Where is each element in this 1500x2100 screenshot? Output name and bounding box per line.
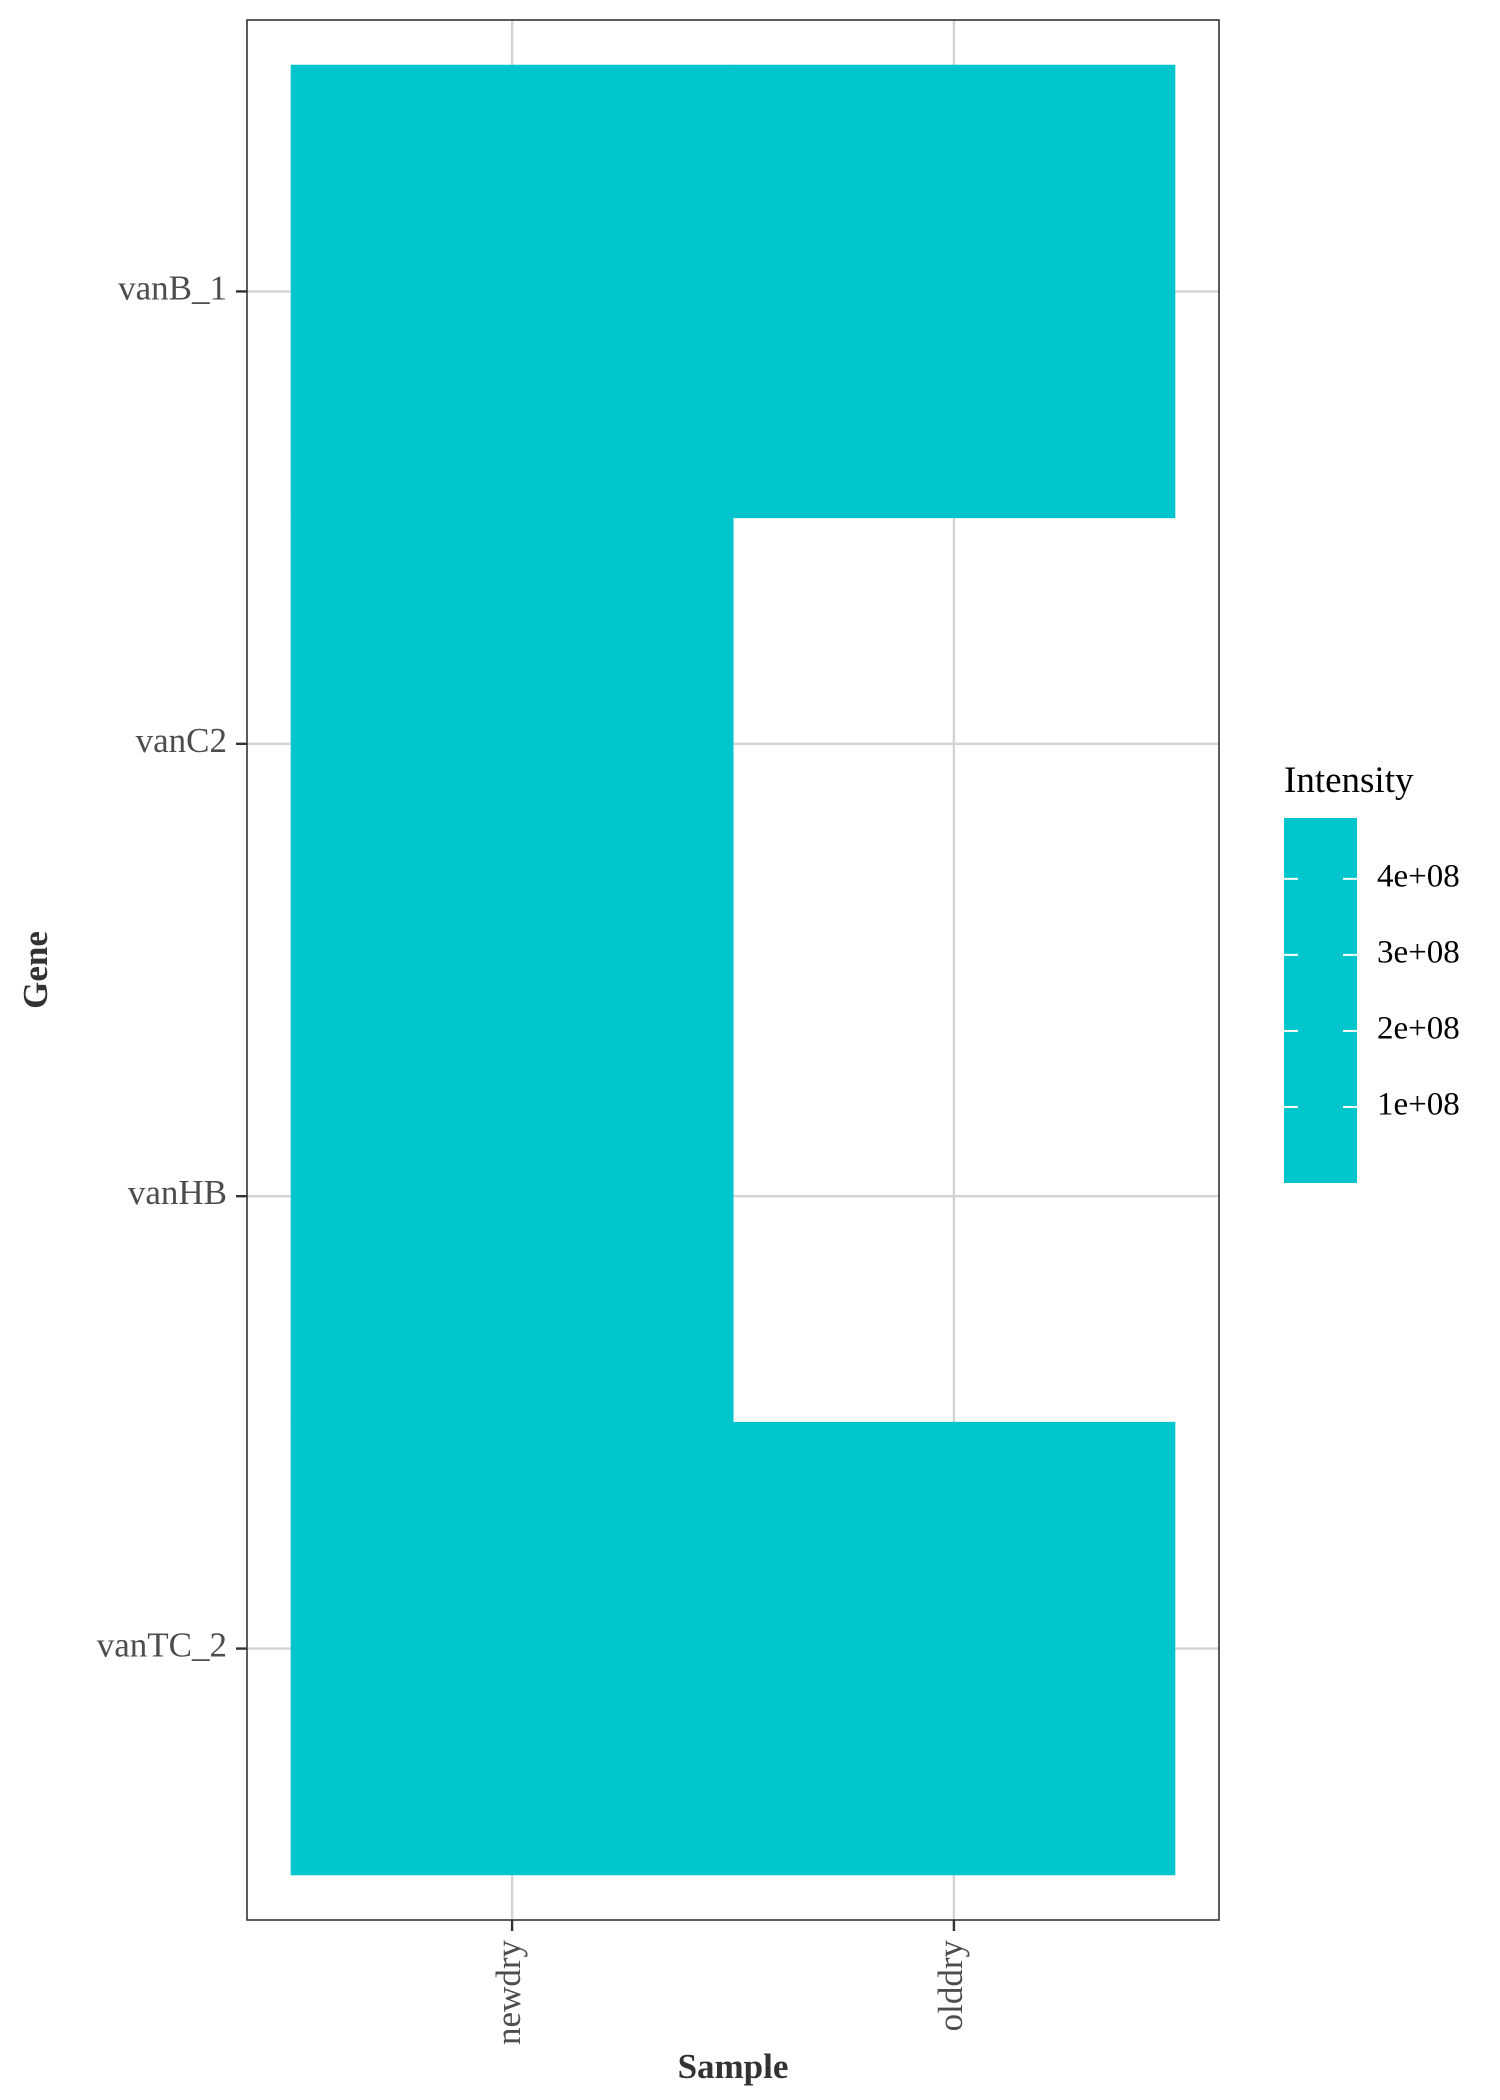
legend-tick-label-2: 2e+08 (1377, 1010, 1460, 1046)
legend-tick-label-0: 4e+08 (1377, 858, 1460, 894)
x-tick-label-olddry: olddry (931, 1940, 970, 2032)
y-axis: vanB_1 vanC2 vanHB vanTC_2 (97, 268, 247, 1665)
heatmap-cell-newdry-vanB_1 (290, 64, 734, 519)
heatmap-cell-olddry-vanTC_2 (732, 1421, 1176, 1876)
heatmap-cell-newdry-vanHB (290, 969, 734, 1423)
panel-border (246, 19, 1220, 1921)
heatmap-cell-olddry-vanB_1 (732, 64, 1176, 519)
legend-title: Intensity (1284, 760, 1414, 801)
legend: Intensity 4e+08 3e+08 2e+08 1e+08 (1284, 760, 1460, 1183)
x-tick-label-newdry: newdry (489, 1940, 528, 2045)
y-tick-label-vanC2: vanC2 (136, 721, 227, 760)
legend-tick-label-1: 3e+08 (1377, 934, 1460, 970)
y-tick-label-vanTC_2: vanTC_2 (97, 1626, 227, 1665)
heatmap-cell-newdry-vanC2 (290, 517, 734, 971)
x-axis-title: Sample (678, 2047, 789, 2086)
heatmap-cell-newdry-vanTC_2 (290, 1421, 734, 1876)
x-axis: newdry olddry (489, 1920, 970, 2045)
y-axis-title: Gene (16, 931, 55, 1009)
y-tick-label-vanHB: vanHB (128, 1173, 227, 1212)
heatmap-cells (290, 64, 1176, 1876)
y-tick-label-vanB_1: vanB_1 (118, 268, 227, 307)
legend-tick-label-3: 1e+08 (1377, 1087, 1460, 1123)
legend-colorbar (1284, 818, 1357, 1183)
